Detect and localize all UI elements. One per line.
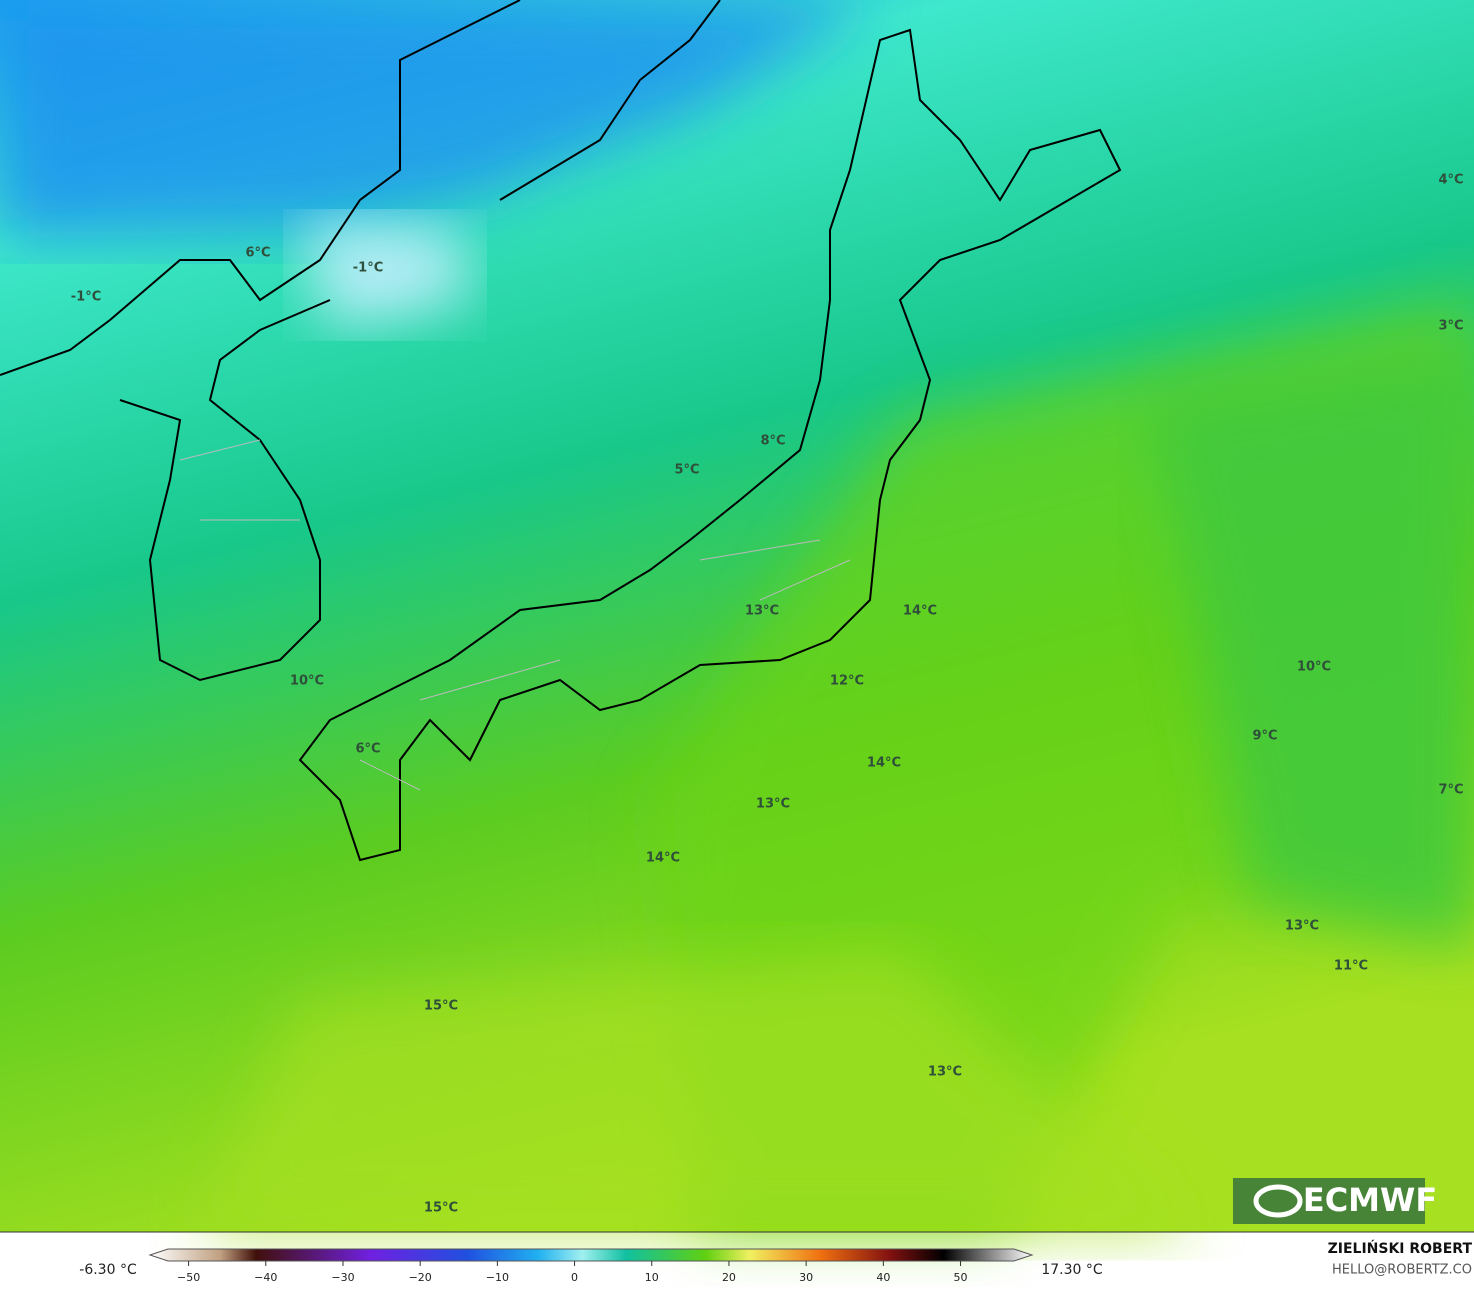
map-labels: 6°C -1°C -1°C 8°C 5°C 4°C 3°C 13°C 14°C 10°C 12°C 1… [71,173,1464,1216]
temp-label: 7°C [1438,783,1463,798]
temp-label: 12°C [830,674,864,689]
temp-label: 10°C [290,674,324,689]
temp-label: 3°C [1438,319,1463,334]
colorbar-tick-label: −20 [409,1271,432,1284]
colorbar-tick-label: 20 [722,1271,736,1284]
temp-label: 4°C [1438,173,1463,188]
temp-label: 14°C [646,851,680,866]
colorbar: -6.30 °C 17.30 °C −50 −40 −30 −20 −10 0 10 20 30… [79,1248,1103,1284]
colorbar-tick-label: −30 [331,1271,354,1284]
temp-label: 15°C [424,1201,458,1216]
temp-label: -1°C [71,290,101,305]
colorbar-min: -6.30 °C [79,1262,137,1278]
temp-label: 13°C [745,604,779,619]
temp-label: 14°C [903,604,937,619]
temp-label: 6°C [245,246,270,261]
temp-label: 5°C [674,463,699,478]
temp-label: 9°C [1252,729,1277,744]
temp-label: 8°C [760,434,785,449]
temp-label: 13°C [928,1065,962,1080]
colorbar-tick-label: 0 [571,1271,578,1284]
temp-label: 13°C [756,797,790,812]
temp-label: 15°C [424,999,458,1014]
colorbar-tick-label: −10 [486,1271,509,1284]
map-field [0,0,1474,1232]
colorbar-max: 17.30 °C [1041,1262,1103,1278]
temp-label: 6°C [355,742,380,757]
colorbar-tick-label: 10 [645,1271,659,1284]
logo-text: ECMWF [1303,1181,1437,1219]
logo: ECMWF [1233,1178,1437,1224]
email: HELLO@ROBERTZ.CO [1332,1263,1472,1278]
colorbar-tick-label: −50 [177,1271,200,1284]
temp-label: 13°C [1285,919,1319,934]
temp-label: -1°C [353,261,383,276]
temp-label: 10°C [1297,660,1331,675]
colorbar-tick-label: 30 [799,1271,813,1284]
colorbar-tick-label: 50 [954,1271,968,1284]
temp-label: 14°C [867,756,901,771]
colorbar-tick-label: −40 [254,1271,277,1284]
temp-label: 11°C [1334,959,1368,974]
colorbar-tick-label: 40 [876,1271,890,1284]
author: ZIELIŃSKI ROBERT [1328,1239,1473,1257]
